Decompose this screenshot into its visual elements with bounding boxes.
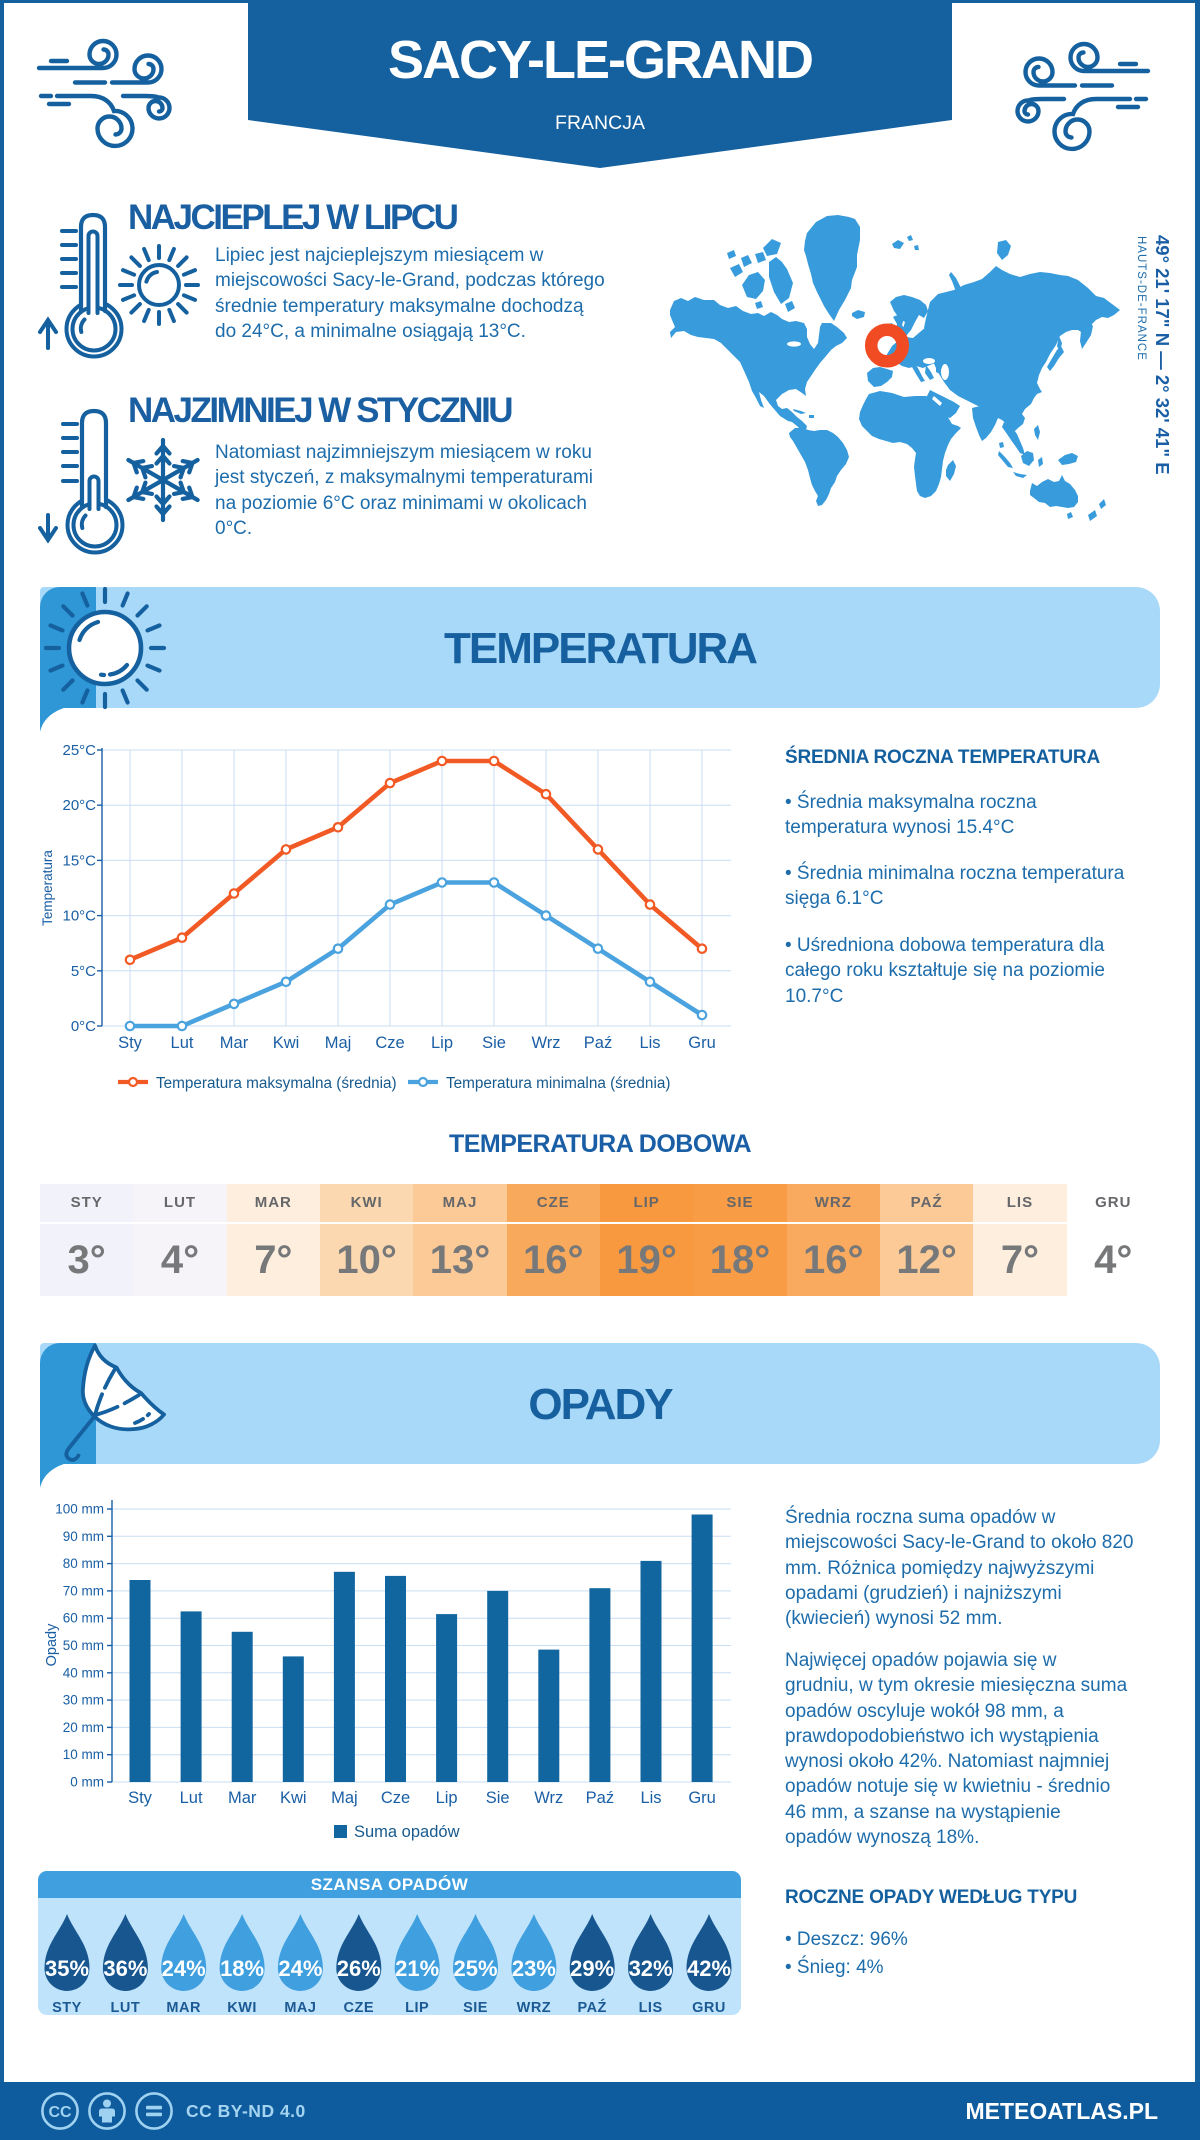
svg-text:KWI: KWI	[227, 2000, 257, 2016]
svg-text:Gru: Gru	[688, 1034, 716, 1052]
svg-text:Lip: Lip	[436, 1789, 458, 1807]
svg-text:0 mm: 0 mm	[70, 1775, 104, 1790]
svg-text:Suma opadów: Suma opadów	[354, 1823, 460, 1841]
svg-text:Lis: Lis	[640, 1789, 661, 1807]
svg-text:Sie: Sie	[486, 1789, 510, 1807]
svg-text:Maj: Maj	[331, 1789, 358, 1807]
svg-text:Opady: Opady	[44, 1623, 60, 1666]
svg-text:GRU: GRU	[692, 2000, 726, 2016]
svg-text:LIS: LIS	[639, 2000, 663, 2016]
svg-text:Lis: Lis	[639, 1034, 660, 1052]
svg-text:36%: 36%	[103, 1956, 147, 1981]
svg-text:Lut: Lut	[180, 1789, 203, 1807]
svg-text:Temperatura maksymalna (średni: Temperatura maksymalna (średnia)	[156, 1075, 397, 1092]
svg-text:40 mm: 40 mm	[63, 1665, 104, 1680]
svg-text:60 mm: 60 mm	[63, 1611, 104, 1626]
svg-text:Kwi: Kwi	[280, 1789, 307, 1807]
svg-text:Kwi: Kwi	[273, 1034, 300, 1052]
svg-text:24%: 24%	[162, 1956, 206, 1981]
svg-text:Paź: Paź	[586, 1789, 614, 1807]
svg-text:Sie: Sie	[482, 1034, 506, 1052]
svg-text:10°C: 10°C	[62, 908, 96, 925]
svg-text:LIP: LIP	[405, 2000, 429, 2016]
svg-text:25°C: 25°C	[62, 745, 96, 759]
svg-text:25%: 25%	[453, 1956, 497, 1981]
svg-text:24%: 24%	[278, 1956, 322, 1981]
svg-text:42%: 42%	[687, 1956, 731, 1981]
svg-text:20 mm: 20 mm	[63, 1720, 104, 1735]
svg-text:Gru: Gru	[688, 1789, 716, 1807]
svg-text:Sty: Sty	[118, 1034, 143, 1052]
svg-text:18%: 18%	[220, 1956, 264, 1981]
svg-text:Maj: Maj	[325, 1034, 352, 1052]
svg-text:SIE: SIE	[463, 2000, 488, 2016]
svg-text:80 mm: 80 mm	[63, 1556, 104, 1571]
svg-text:21%: 21%	[395, 1956, 439, 1981]
svg-text:Wrz: Wrz	[534, 1789, 563, 1807]
svg-text:Mar: Mar	[228, 1789, 257, 1807]
svg-text:Lip: Lip	[431, 1034, 453, 1052]
svg-text:5°C: 5°C	[71, 963, 96, 980]
svg-text:MAJ: MAJ	[284, 2000, 316, 2016]
svg-text:50 mm: 50 mm	[63, 1638, 104, 1653]
svg-text:10 mm: 10 mm	[63, 1747, 104, 1762]
svg-text:Mar: Mar	[220, 1034, 249, 1052]
svg-text:15°C: 15°C	[62, 852, 96, 869]
svg-text:23%: 23%	[512, 1956, 556, 1981]
svg-text:32%: 32%	[629, 1956, 673, 1981]
svg-text:90 mm: 90 mm	[63, 1529, 104, 1544]
svg-text:0°C: 0°C	[71, 1018, 96, 1035]
svg-text:100 mm: 100 mm	[55, 1502, 104, 1517]
svg-text:STY: STY	[52, 2000, 82, 2016]
svg-text:26%: 26%	[337, 1956, 381, 1981]
svg-text:30 mm: 30 mm	[63, 1693, 104, 1708]
svg-text:CC: CC	[48, 2104, 72, 2121]
svg-text:Cze: Cze	[381, 1789, 410, 1807]
svg-text:MAR: MAR	[166, 2000, 201, 2016]
svg-text:29%: 29%	[570, 1956, 614, 1981]
svg-text:Wrz: Wrz	[531, 1034, 560, 1052]
svg-text:Sty: Sty	[128, 1789, 153, 1807]
svg-text:PAŹ: PAŹ	[577, 1999, 606, 2016]
svg-text:20°C: 20°C	[62, 797, 96, 814]
svg-text:LUT: LUT	[111, 2000, 141, 2016]
svg-text:CZE: CZE	[344, 2000, 375, 2016]
svg-text:70 mm: 70 mm	[63, 1583, 104, 1598]
svg-text:Cze: Cze	[375, 1034, 404, 1052]
svg-text:WRZ: WRZ	[517, 2000, 552, 2016]
svg-text:Lut: Lut	[171, 1034, 194, 1052]
svg-text:Temperatura: Temperatura	[40, 850, 55, 926]
svg-text:Paź: Paź	[584, 1034, 612, 1052]
svg-text:Temperatura minimalna (średnia: Temperatura minimalna (średnia)	[446, 1075, 670, 1092]
svg-text:35%: 35%	[45, 1956, 89, 1981]
